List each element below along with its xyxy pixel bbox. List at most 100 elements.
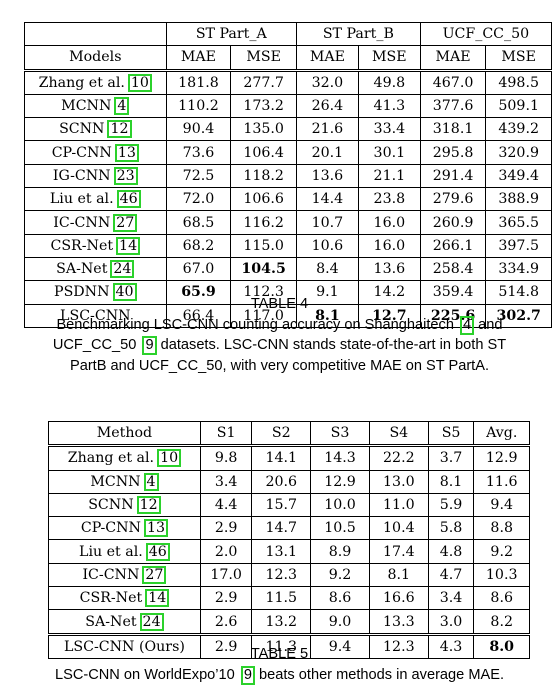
citation-link[interactable]: 4 <box>143 472 159 491</box>
model-name-cell: Zhang et al. 10 <box>48 444 201 471</box>
value-cell: 10.6 <box>295 233 359 258</box>
value-cell: 10.4 <box>368 516 429 541</box>
value-cell: 21.6 <box>295 117 359 142</box>
model-name: PSDNN <box>54 284 110 301</box>
value-cell: 4.4 <box>199 492 253 518</box>
value-cell: 514.8 <box>485 280 552 305</box>
citation-link[interactable]: 12 <box>107 120 132 139</box>
value-cell: 13.1 <box>251 539 312 564</box>
value-cell: 72.0 <box>165 187 232 212</box>
citation-link[interactable]: 4 <box>114 97 130 116</box>
citation-link[interactable]: 40 <box>112 283 137 302</box>
model-name-cell: SCNN 12 <box>48 492 201 518</box>
model-name-cell: PSDNN 40 <box>24 280 167 305</box>
value-cell: 41.3 <box>357 93 421 119</box>
group-header-st-part-a: ST Part_A <box>165 21 297 47</box>
citation-link[interactable]: 27 <box>113 213 138 232</box>
table-row: SA-Net 24 2.6 13.2 9.0 13.3 3.0 8.2 <box>48 609 530 635</box>
model-name: CSR-Net <box>50 237 114 254</box>
value-cell: 49.8 <box>357 68 421 95</box>
value-cell: 10.3 <box>473 562 530 588</box>
value-cell: 8.9 <box>310 539 370 564</box>
model-name-cell: CSR-Net 14 <box>48 586 201 611</box>
value-cell: 498.5 <box>485 68 552 95</box>
table-row: IC-CNN 27 17.0 12.3 9.2 8.1 4.7 10.3 <box>48 562 530 588</box>
value-cell: 13.6 <box>357 256 421 282</box>
model-name: CP-CNN <box>80 520 141 537</box>
value-cell: 112.3 <box>230 280 297 305</box>
table-row: PSDNN 40 65.9 112.3 9.1 14.2 359.4 514.8 <box>24 280 552 305</box>
citation-link[interactable]: 12 <box>136 496 161 515</box>
value-cell: 10.5 <box>310 516 370 541</box>
citation-link[interactable]: 10 <box>157 449 182 468</box>
value-cell: 67.0 <box>165 256 232 282</box>
value-cell: 14.7 <box>251 516 312 541</box>
value-cell: 3.0 <box>427 609 475 635</box>
table-header-row: ST Part_A ST Part_B UCF_CC_50 <box>24 21 553 47</box>
table-row: SCNN 12 90.4 135.0 21.6 33.4 318.1 439.2 <box>24 117 552 142</box>
citation-link[interactable]: 4 <box>460 315 475 335</box>
value-cell: 11.0 <box>368 492 429 518</box>
table-row: CSR-Net 14 68.2 115.0 10.6 16.0 266.1 397.5 <box>24 233 552 258</box>
column-header: S4 <box>368 420 429 447</box>
table-4-caption: TABLE 4 Benchmarking LSC-CNN counting ac… <box>0 294 559 376</box>
citation-link[interactable]: 10 <box>127 73 152 92</box>
value-cell: 359.4 <box>419 280 487 305</box>
value-cell: 21.1 <box>357 163 421 189</box>
value-cell: 118.2 <box>230 163 297 189</box>
value-cell: 2.9 <box>199 586 253 611</box>
value-cell: 295.8 <box>419 140 487 165</box>
column-header: MAE <box>295 45 359 71</box>
model-name-cell: IG-CNN 23 <box>24 163 167 189</box>
value-cell: 14.1 <box>251 444 312 471</box>
value-cell: 116.2 <box>230 210 297 235</box>
citation-link[interactable]: 23 <box>113 166 138 185</box>
value-cell: 377.6 <box>419 93 487 119</box>
value-cell: 106.6 <box>230 187 297 212</box>
value-cell: 8.6 <box>310 586 370 611</box>
citation-link[interactable]: 24 <box>110 260 135 279</box>
value-cell: 3.7 <box>427 444 475 471</box>
model-name: Liu et al. <box>79 543 143 560</box>
citation-link[interactable]: 9 <box>142 336 157 355</box>
value-cell: 2.6 <box>199 609 253 635</box>
model-name-cell: SA-Net 24 <box>48 609 201 635</box>
citation-link[interactable]: 13 <box>114 143 139 162</box>
model-name: CP-CNN <box>51 144 112 161</box>
value-cell: 20.6 <box>251 469 312 494</box>
citation-link[interactable]: 14 <box>145 589 170 608</box>
value-cell: 3.4 <box>427 586 475 611</box>
caption-text: and <box>474 316 503 333</box>
value-cell: 10.0 <box>310 492 370 518</box>
value-cell: 334.9 <box>485 256 552 282</box>
value-cell: 181.8 <box>165 68 232 95</box>
value-cell: 12.3 <box>251 562 312 588</box>
citation-link[interactable]: 13 <box>143 519 169 538</box>
caption-title: TABLE 5 <box>250 646 309 662</box>
value-cell: 9.8 <box>199 444 253 471</box>
citation-link[interactable]: 46 <box>145 542 170 561</box>
caption-text: datasets. LSC-CNN stands state-of-the-ar… <box>156 337 507 353</box>
citation-link[interactable]: 27 <box>142 565 167 584</box>
column-header-models: Models <box>24 45 167 71</box>
citation-link[interactable]: 9 <box>240 665 255 685</box>
model-name: SA-Net <box>85 613 137 630</box>
value-cell: 2.0 <box>199 539 253 564</box>
value-cell: 23.8 <box>357 187 421 212</box>
caption-line: Benchmarking LSC-CNN counting accuracy o… <box>0 315 559 336</box>
value-cell: 388.9 <box>485 187 552 212</box>
value-cell: 279.6 <box>419 187 487 212</box>
table-5: Method S1 S2 S3 S4 S5 Avg. Zhang et al. 1… <box>48 420 530 659</box>
value-cell: 320.9 <box>485 140 552 165</box>
citation-link[interactable]: 46 <box>116 190 141 209</box>
table-body: Zhang et al. 10 9.8 14.1 14.3 22.2 3.7 12.9 MCNN… <box>48 444 530 659</box>
citation-link[interactable]: 14 <box>116 236 141 255</box>
citation-link[interactable]: 24 <box>139 612 164 631</box>
column-header: S2 <box>251 420 312 447</box>
value-cell: 225.6 <box>419 303 487 328</box>
model-name: Zhang et al. <box>67 450 155 467</box>
caption-text: LSC-CNN on WorldExpo’10 <box>54 666 239 683</box>
value-cell: 12.9 <box>473 444 530 471</box>
empty-header-cell <box>24 21 167 47</box>
table-row: CP-CNN 13 73.6 106.4 20.1 30.1 295.8 320.9 <box>24 140 552 165</box>
